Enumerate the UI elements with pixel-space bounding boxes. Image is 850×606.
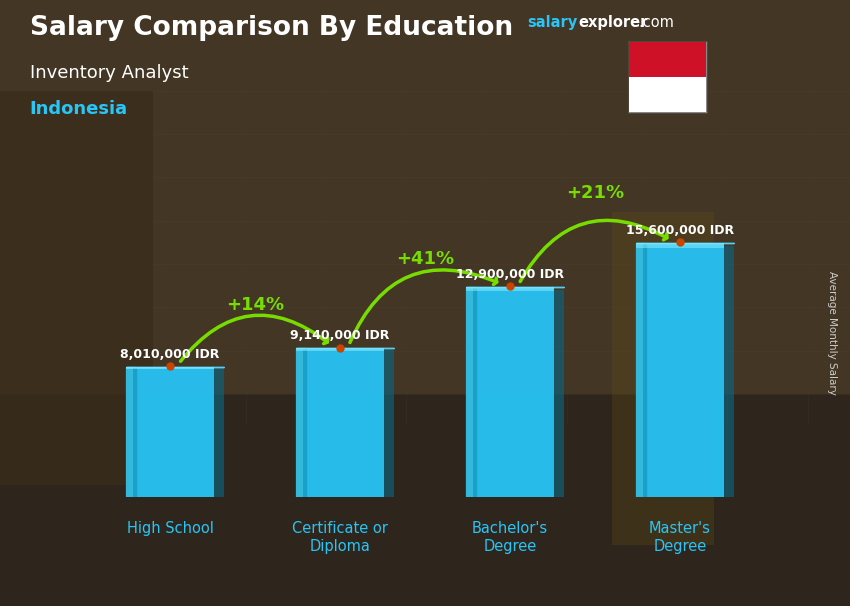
Text: Certificate or
Diploma: Certificate or Diploma: [292, 521, 388, 554]
Bar: [296, 348, 303, 497]
Text: 15,600,000 IDR: 15,600,000 IDR: [626, 224, 734, 237]
Bar: [466, 287, 473, 497]
Text: Salary Comparison By Education: Salary Comparison By Education: [30, 15, 513, 41]
Bar: [636, 243, 724, 248]
Text: Indonesia: Indonesia: [30, 100, 127, 118]
Bar: [629, 42, 706, 78]
Bar: [646, 246, 734, 497]
Text: 8,010,000 IDR: 8,010,000 IDR: [121, 347, 219, 361]
Bar: [126, 367, 133, 497]
Bar: [636, 243, 724, 497]
Bar: [296, 348, 384, 497]
Text: Master's
Degree: Master's Degree: [649, 521, 711, 554]
Bar: [0, 0, 850, 424]
Bar: [466, 287, 554, 497]
Text: explorer: explorer: [579, 15, 649, 30]
Text: 12,900,000 IDR: 12,900,000 IDR: [456, 268, 564, 281]
Bar: [636, 243, 643, 497]
Bar: [466, 287, 554, 291]
Text: +41%: +41%: [396, 250, 454, 268]
Polygon shape: [126, 367, 136, 497]
Text: Inventory Analyst: Inventory Analyst: [30, 64, 189, 82]
Bar: [476, 290, 564, 497]
Text: High School: High School: [127, 521, 213, 536]
Bar: [629, 78, 706, 112]
Bar: [0, 394, 850, 606]
Text: +21%: +21%: [566, 184, 624, 202]
Bar: [296, 348, 384, 351]
Text: 9,140,000 IDR: 9,140,000 IDR: [291, 329, 389, 342]
Bar: [612, 212, 714, 545]
Polygon shape: [636, 243, 646, 497]
Text: Bachelor's
Degree: Bachelor's Degree: [472, 521, 548, 554]
Text: .com: .com: [638, 15, 674, 30]
Polygon shape: [466, 287, 476, 497]
Bar: [136, 368, 224, 497]
Bar: [126, 367, 214, 497]
Bar: [126, 367, 214, 369]
Bar: [306, 350, 394, 497]
Polygon shape: [296, 348, 306, 497]
Text: salary: salary: [527, 15, 577, 30]
Bar: [0, 91, 153, 485]
Text: Average Monthly Salary: Average Monthly Salary: [827, 271, 837, 395]
Text: +14%: +14%: [226, 296, 284, 314]
